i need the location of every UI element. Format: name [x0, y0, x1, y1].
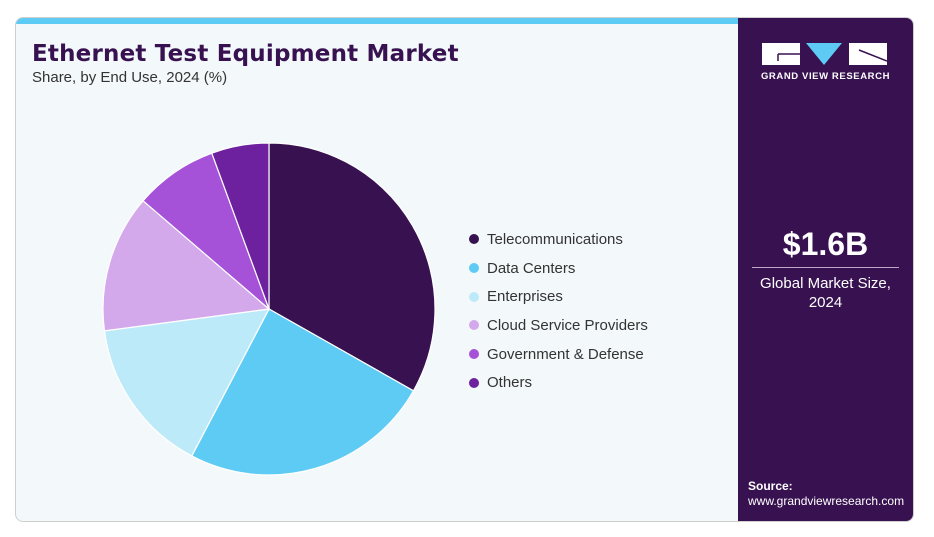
legend-dot-icon [469, 349, 479, 360]
source-link[interactable]: www.grandviewresearch.com [748, 494, 905, 508]
legend-label: Government & Defense [487, 345, 644, 363]
pie-slice-telecommunications [268, 142, 436, 392]
legend-item: Government & Defense [469, 340, 648, 369]
pie-slice-cloud-service-providers [102, 199, 271, 332]
legend-label: Data Centers [487, 259, 576, 277]
pie-slice-data-centers [190, 308, 415, 476]
divider [752, 267, 899, 268]
chart-title: Ethernet Test Equipment Market [32, 41, 459, 67]
legend-label: Cloud Service Providers [487, 316, 648, 334]
legend-dot-icon [469, 234, 479, 245]
legend-item: Telecommunications [469, 225, 648, 254]
legend-label: Telecommunications [487, 230, 623, 248]
legend-label: Others [487, 374, 533, 392]
legend: Telecommunications Data Centers Enterprise… [469, 225, 648, 397]
legend-label: Enterprises [487, 288, 563, 306]
info-panel: GRAND VIEW RESEARCH $1.6B Global Market … [738, 18, 913, 521]
market-size-value: $1.6B [782, 226, 869, 262]
legend-dot-icon [469, 263, 479, 274]
source-heading: Source: [748, 479, 793, 493]
market-size-label-line2: 2024 [808, 294, 843, 311]
chart-card: Ethernet Test Equipment Market Share, by… [15, 17, 914, 522]
accent-bar [16, 18, 738, 24]
legend-item: Data Centers [469, 254, 648, 283]
pie-slice-enterprises [103, 308, 271, 457]
pie-chart [102, 142, 436, 476]
legend-item: Cloud Service Providers [469, 311, 648, 340]
market-size-label-line1: Global Market Size, [760, 275, 891, 292]
legend-item: Enterprises [469, 282, 648, 311]
pie-slice-others [211, 142, 270, 310]
brand-name: GRAND VIEW RESEARCH [760, 71, 891, 82]
legend-dot-icon [469, 320, 479, 331]
chart-subtitle: Share, by End Use, 2024 (%) [32, 69, 228, 86]
gvr-logo-icon [762, 43, 887, 65]
legend-dot-icon [469, 291, 479, 302]
legend-item: Others [469, 368, 648, 397]
market-size-label: Global Market Size, 2024 [738, 274, 913, 312]
legend-dot-icon [469, 377, 479, 388]
